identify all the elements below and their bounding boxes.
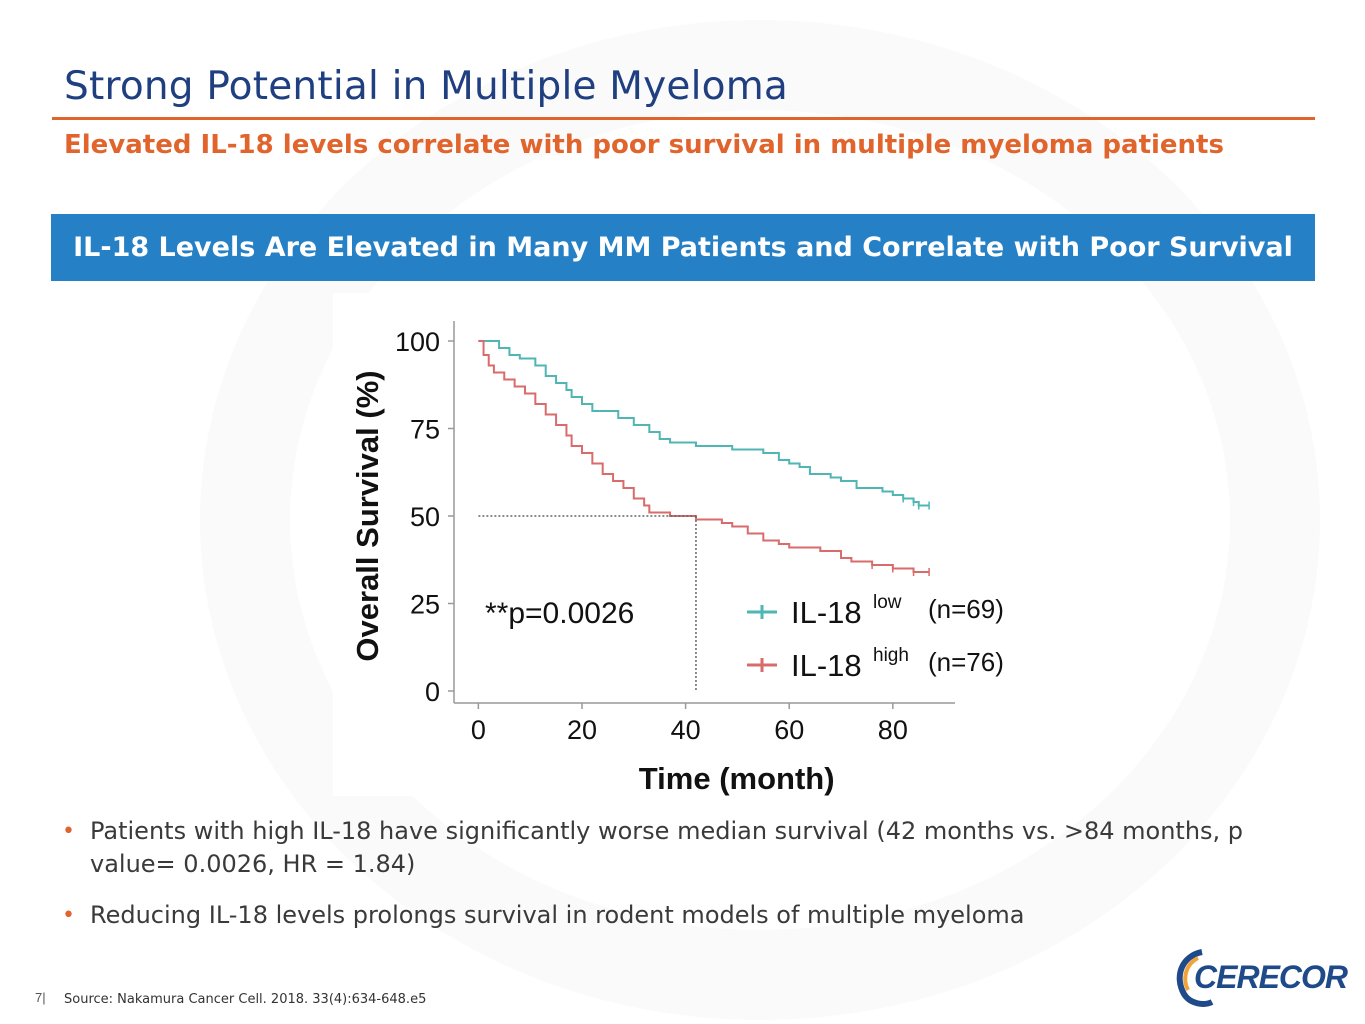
legend-superscript: high <box>873 645 909 666</box>
logo-text: CERECOR <box>1194 959 1348 995</box>
bullet-icon: • <box>62 903 75 928</box>
list-item: • Patients with high IL-18 have signific… <box>62 815 1292 881</box>
logo-swoosh-icon <box>1176 949 1214 1007</box>
legend-count: (n=76) <box>928 647 1004 677</box>
banner-text: IL-18 Levels Are Elevated in Many MM Pat… <box>73 232 1293 263</box>
page-title: Strong Potential in Multiple Myeloma <box>64 64 788 109</box>
page-number: 7| <box>35 990 46 1005</box>
y-axis-label: Overall Survival (%) <box>350 370 385 661</box>
legend-label: IL-18 <box>791 648 862 683</box>
list-item: • Reducing IL-18 levels prolongs surviva… <box>62 899 1292 932</box>
cerecor-logo: CERECOR <box>1172 946 1348 1008</box>
x-axis-label: Time (month) <box>639 761 835 796</box>
survival-chart: 0 25 50 75 100 0 20 40 60 80 Overall Survival (%… <box>333 293 1035 796</box>
y-tick-label: 25 <box>410 590 440 620</box>
x-tick-label: 60 <box>774 715 804 745</box>
series-line-low <box>478 340 930 507</box>
page-subtitle: Elevated IL-18 levels correlate with poo… <box>64 130 1224 160</box>
p-value-annotation: **p=0.0026 <box>485 597 634 630</box>
legend-superscript: low <box>873 592 902 613</box>
bullet-text: Patients with high IL-18 have significan… <box>90 817 1244 878</box>
x-tick-label: 40 <box>671 715 701 745</box>
series-line-high <box>478 340 930 573</box>
source-citation: Source: Nakamura Cancer Cell. 2018. 33(4… <box>64 992 427 1007</box>
chart-svg: 0 25 50 75 100 0 20 40 60 80 Overall Survival (%… <box>350 321 1004 796</box>
bullet-icon: • <box>62 819 75 844</box>
legend-label: IL-18 <box>791 595 862 630</box>
y-tick-label: 100 <box>395 327 440 357</box>
x-tick-label: 20 <box>567 715 597 745</box>
title-divider <box>52 117 1315 120</box>
bullet-list: • Patients with high IL-18 have signific… <box>62 815 1292 950</box>
y-tick-label: 50 <box>410 502 440 532</box>
bullet-text: Reducing IL-18 levels prolongs survival … <box>90 901 1025 929</box>
x-tick-label: 0 <box>471 715 486 745</box>
legend-count: (n=69) <box>928 594 1004 624</box>
section-banner: IL-18 Levels Are Elevated in Many MM Pat… <box>51 214 1315 281</box>
y-tick-label: 75 <box>410 415 440 445</box>
y-tick-label: 0 <box>425 677 440 707</box>
x-tick-label: 80 <box>878 715 908 745</box>
